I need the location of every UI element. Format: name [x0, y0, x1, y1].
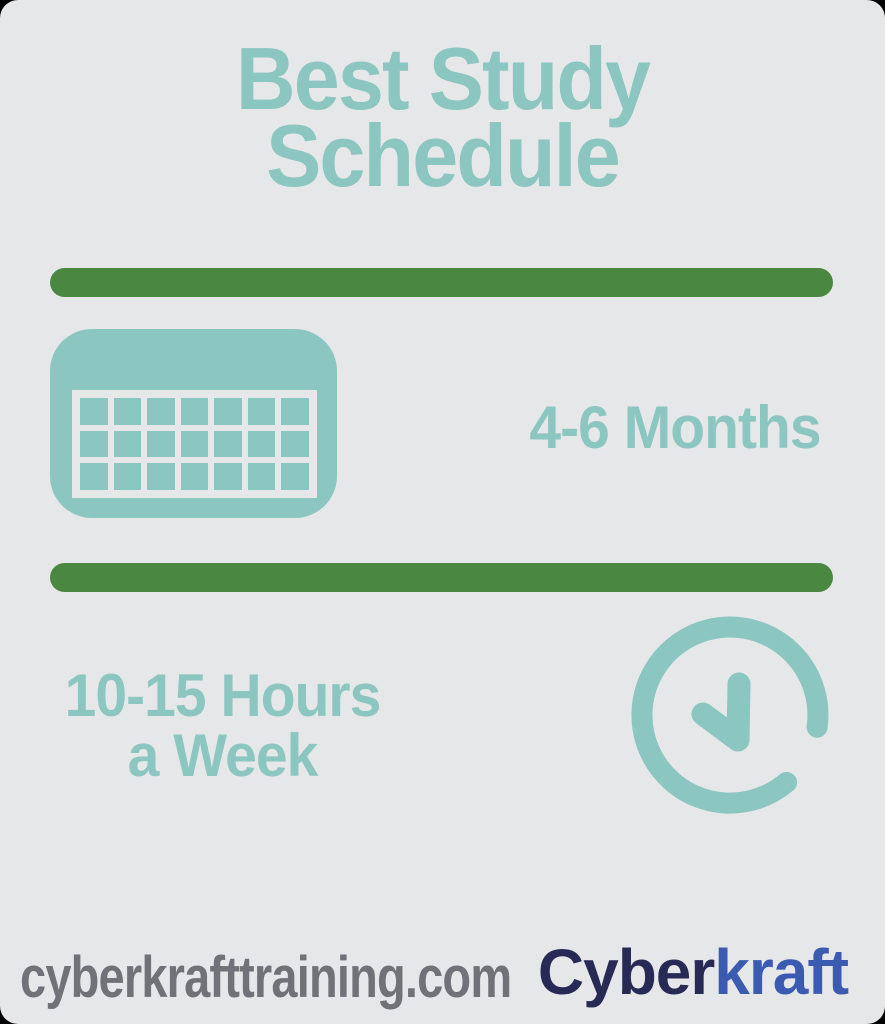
calendar-cell — [180, 430, 209, 458]
brand-text-kraft: kraft — [714, 936, 849, 1008]
title-line-1: Best Study — [235, 29, 651, 128]
calendar-grid — [72, 390, 317, 498]
title-line-2: Schedule — [266, 106, 621, 206]
calendar-cell — [281, 430, 309, 458]
brand-text-cyber: Cyber — [537, 936, 715, 1008]
page-title: Best Study Schedule — [27, 29, 859, 206]
hours-label: 10-15 Hours a Week — [63, 662, 382, 789]
calendar-cell — [247, 463, 276, 490]
calendar-cell — [113, 398, 142, 425]
calendar-icon — [50, 329, 337, 518]
calendar-cell — [147, 430, 175, 458]
calendar-cell — [147, 463, 175, 490]
calendar-cell — [80, 430, 108, 458]
hours-line-2: a Week — [127, 722, 319, 789]
divider-bar-top — [50, 268, 833, 297]
calendar-cell — [281, 398, 309, 425]
calendar-cell — [247, 398, 276, 425]
calendar-cell — [247, 430, 276, 458]
divider-bar-bottom — [50, 563, 833, 592]
duration-label: 4-6 Months — [529, 394, 821, 461]
hours-line-1: 10-15 Hours — [64, 662, 382, 729]
calendar-cell — [281, 463, 309, 490]
website-text: cyberkrafttraining.com — [20, 945, 512, 1010]
calendar-cell — [80, 398, 108, 425]
calendar-cell — [180, 463, 209, 490]
calendar-cell — [214, 430, 242, 458]
calendar-cell — [113, 463, 142, 490]
calendar-cell — [214, 463, 242, 490]
calendar-cell — [180, 398, 209, 425]
brand-logo: Cyberkraft — [537, 935, 849, 1009]
calendar-cell — [214, 398, 242, 425]
calendar-cell — [80, 463, 108, 490]
calendar-cell — [113, 430, 142, 458]
clock-icon — [631, 616, 829, 814]
calendar-cell — [147, 398, 175, 425]
